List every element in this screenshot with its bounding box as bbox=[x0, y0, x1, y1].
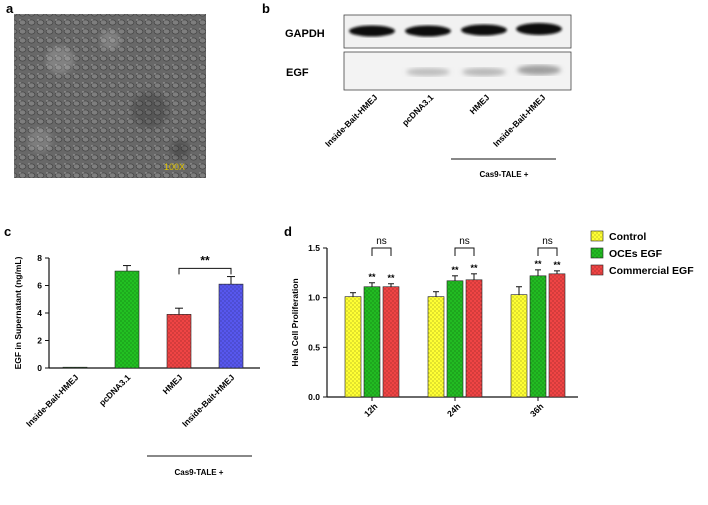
chart-d-star-label: ** bbox=[553, 260, 561, 270]
micrograph bbox=[14, 14, 206, 178]
chart-d-y-title: Hela Cell Proliferation bbox=[290, 278, 300, 366]
chart-c-sig-label: ** bbox=[200, 253, 210, 267]
chart-d-star-label: ** bbox=[451, 265, 459, 275]
blot-lane-label: pcDNA3.1 bbox=[400, 92, 436, 128]
chart-c-ytick-label: 6 bbox=[37, 281, 42, 291]
chart-d-star-label: ** bbox=[387, 273, 395, 283]
chart-d-bar-texture bbox=[549, 273, 565, 397]
western-blot-egf bbox=[343, 51, 572, 91]
chart-d-legend-label: Commercial EGF bbox=[609, 265, 694, 277]
chart-c-xtick-label: Inside-Bait-HMEJ bbox=[24, 372, 81, 429]
magnification-label: 100X bbox=[164, 162, 185, 172]
chart-d-xtick-label: 36h bbox=[528, 401, 545, 418]
chart-d-ns-label: ns bbox=[542, 236, 553, 247]
chart-d-bar-texture bbox=[345, 296, 361, 397]
chart-d-star-label: ** bbox=[534, 259, 542, 269]
chart-d-ns-bracket bbox=[371, 247, 392, 256]
chart-d-ns-label: ns bbox=[459, 236, 470, 247]
chart-c-bar-texture bbox=[219, 284, 243, 368]
chart-d-legend-swatch-texture bbox=[591, 265, 603, 275]
chart-d-ytick-label: 0.0 bbox=[308, 392, 320, 402]
chart-d-bar-texture bbox=[447, 280, 463, 397]
chart-d-star-label: ** bbox=[470, 263, 478, 273]
chart-d-xtick-label: 24h bbox=[445, 401, 462, 418]
blot-lane-label: Inside-Bait-HMEJ bbox=[491, 92, 548, 149]
chart-c-group-label: Cas9-TALE + bbox=[175, 468, 224, 477]
chart-d-ytick-label: 1.5 bbox=[308, 243, 320, 253]
chart-c-sig-bracket bbox=[178, 267, 232, 275]
chart-d-ytick-label: 1.0 bbox=[308, 293, 320, 303]
chart-d-bar-texture bbox=[383, 286, 399, 397]
chart-d-xtick-label: 12h bbox=[362, 401, 379, 418]
chart-d-star-label: ** bbox=[368, 272, 376, 282]
chart-d-legend-label: Control bbox=[609, 231, 646, 243]
chart-c-xtick-label: Inside-Bait-HMEJ bbox=[180, 372, 237, 429]
chart-d-legend-swatch-texture bbox=[591, 248, 603, 258]
panel-c-label: c bbox=[4, 224, 11, 239]
chart-d: 0.0 0.5 1.0 1.5 Hela Cell Proliferation ** ** 1… bbox=[290, 230, 694, 419]
blot-group-label: Cas9-TALE + bbox=[480, 170, 529, 179]
blot-lane-labels: Inside-Bait-HMEJ pcDNA3.1 HMEJ Inside-Ba… bbox=[323, 92, 548, 149]
chart-d-ns-label: ns bbox=[376, 236, 387, 247]
chart-c-bar-texture bbox=[167, 314, 191, 368]
chart-d-ns-bracket bbox=[454, 247, 475, 256]
chart-d-ytick-label: 0.5 bbox=[308, 342, 320, 352]
chart-d-legend-label: OCEs EGF bbox=[609, 248, 663, 260]
panel-b-label: b bbox=[262, 1, 270, 16]
chart-c-xtick-label: pcDNA3.1 bbox=[97, 372, 133, 408]
chart-c-y-title: EGF in Supernatant (ng/mL) bbox=[13, 256, 23, 369]
chart-d-bar-texture bbox=[530, 275, 546, 397]
chart-d-bar-texture bbox=[364, 286, 380, 397]
chart-d-bar-texture bbox=[511, 294, 527, 397]
chart-c-bar-texture bbox=[115, 271, 139, 368]
row-label-egf: EGF bbox=[286, 67, 309, 79]
panel-d-label: d bbox=[284, 224, 292, 239]
row-label-gapdh: GAPDH bbox=[285, 28, 325, 40]
blot-lane-label: Inside-Bait-HMEJ bbox=[323, 92, 380, 149]
western-blot-gapdh bbox=[343, 14, 572, 49]
panel-a-label: a bbox=[6, 1, 14, 16]
chart-c-bar-texture bbox=[63, 367, 87, 368]
chart-d-bar-texture bbox=[466, 279, 482, 397]
chart-d-legend-swatch-texture bbox=[591, 231, 603, 241]
chart-d-bar-texture bbox=[428, 296, 444, 397]
chart-c-ytick-label: 2 bbox=[37, 336, 42, 346]
chart-c-ytick-label: 8 bbox=[37, 253, 42, 263]
blot-lane-label: HMEJ bbox=[468, 92, 492, 116]
chart-c-ytick-label: 4 bbox=[37, 308, 42, 318]
chart-c-xtick-label: HMEJ bbox=[161, 372, 185, 396]
chart-c-ytick-label: 0 bbox=[37, 363, 42, 373]
chart-d-ns-bracket bbox=[537, 247, 558, 256]
